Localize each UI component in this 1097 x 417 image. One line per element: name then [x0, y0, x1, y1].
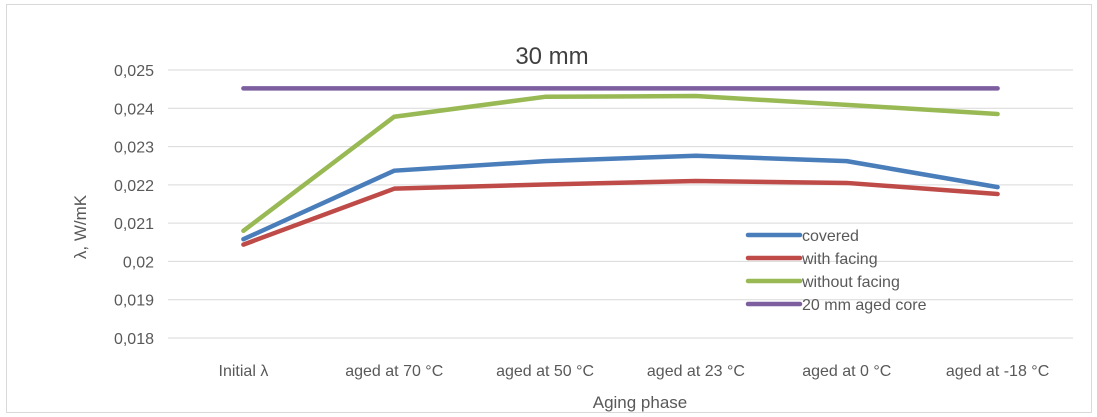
x-axis-label: Aging phase — [593, 393, 688, 412]
chart-title: 30 mm — [515, 43, 588, 70]
legend-label: 20 mm aged core — [802, 297, 927, 314]
y-tick-label: 0,022 — [114, 178, 154, 195]
series-line-covered — [241, 153, 1000, 242]
chart-frame — [6, 4, 1092, 413]
series-line-without-facing — [241, 93, 1000, 234]
x-axis-ticks: Initial λ aged at 70 °C aged at 50 °C aged … — [219, 363, 1050, 380]
x-tick-label: aged at 23 °C — [647, 363, 745, 380]
legend-label: without facing — [801, 274, 900, 291]
x-tick-label: Initial λ — [219, 363, 269, 380]
x-tick-label: aged at 0 °C — [802, 363, 891, 380]
x-tick-label: aged at 50 °C — [496, 363, 594, 380]
y-axis-label: λ, W/mK — [71, 194, 90, 259]
series-lines — [241, 86, 1000, 247]
x-tick-label: aged at -18 °C — [946, 363, 1049, 380]
y-tick-label: 0,019 — [114, 293, 154, 310]
series-line-with-facing — [241, 178, 1000, 247]
y-tick-label: 0,023 — [114, 140, 154, 157]
legend-label: with facing — [801, 251, 878, 268]
y-tick-label: 0,025 — [114, 63, 154, 80]
y-tick-label: 0,021 — [114, 216, 154, 233]
y-axis-ticks: 0,018 0,019 0,02 0,021 0,022 0,023 0,024 0,025 — [114, 63, 154, 348]
x-tick-label: aged at 70 °C — [345, 363, 443, 380]
y-tick-label: 0,018 — [114, 331, 154, 348]
y-tick-label: 0,024 — [114, 101, 154, 118]
legend: covered with facing without facing 20 mm ag… — [745, 228, 927, 314]
y-tick-label: 0,02 — [123, 254, 154, 271]
legend-label: covered — [802, 228, 859, 245]
